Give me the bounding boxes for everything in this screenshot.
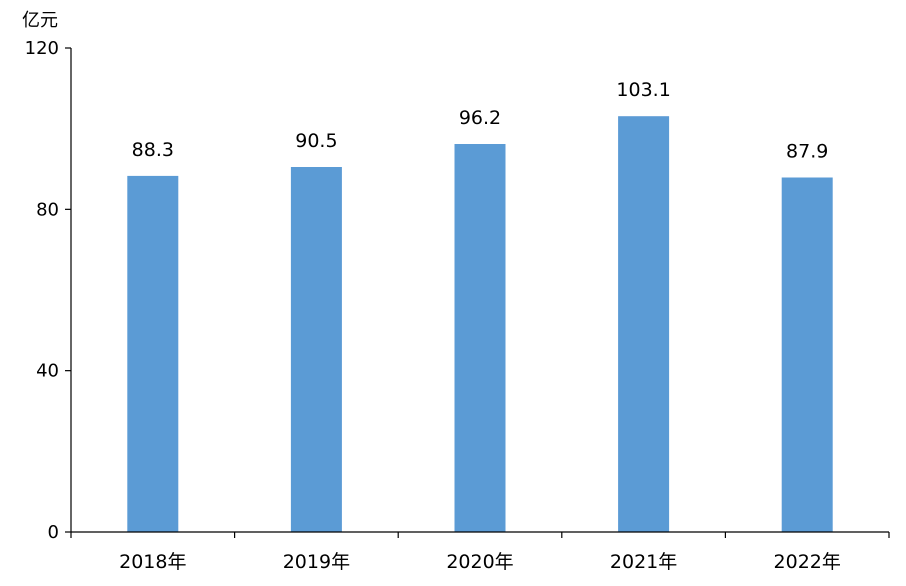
- bar-0: [127, 175, 179, 532]
- y-axis: 0 40 80 120: [25, 38, 72, 543]
- data-label-0: 88.3: [132, 139, 174, 161]
- y-tick-label-0: 0: [48, 522, 59, 543]
- x-tick-label-3: 2021年: [610, 551, 677, 573]
- x-tick-label-1: 2019年: [283, 551, 350, 573]
- y-tick-label-3: 120: [25, 38, 59, 59]
- y-axis-unit-label: 亿元: [22, 10, 58, 31]
- x-tick-label-4: 2022年: [774, 551, 841, 573]
- bar-4: [781, 177, 833, 532]
- bars-group: [127, 116, 833, 532]
- data-label-3: 103.1: [616, 79, 670, 101]
- x-tick-label-2: 2020年: [446, 551, 513, 573]
- bar-1: [290, 167, 342, 532]
- x-tick-label-0: 2018年: [119, 551, 186, 573]
- x-axis: 2018年 2019年 2020年 2021年 2022年: [70, 531, 890, 573]
- data-label-2: 96.2: [459, 107, 501, 129]
- y-tick-label-1: 40: [36, 361, 59, 382]
- bar-2: [454, 144, 506, 532]
- y-tick-label-2: 80: [36, 199, 59, 220]
- bar-3: [618, 116, 670, 532]
- data-labels-group: 88.3 90.5 96.2 103.1 87.9: [132, 79, 829, 162]
- data-label-1: 90.5: [295, 130, 337, 152]
- data-label-4: 87.9: [786, 141, 828, 163]
